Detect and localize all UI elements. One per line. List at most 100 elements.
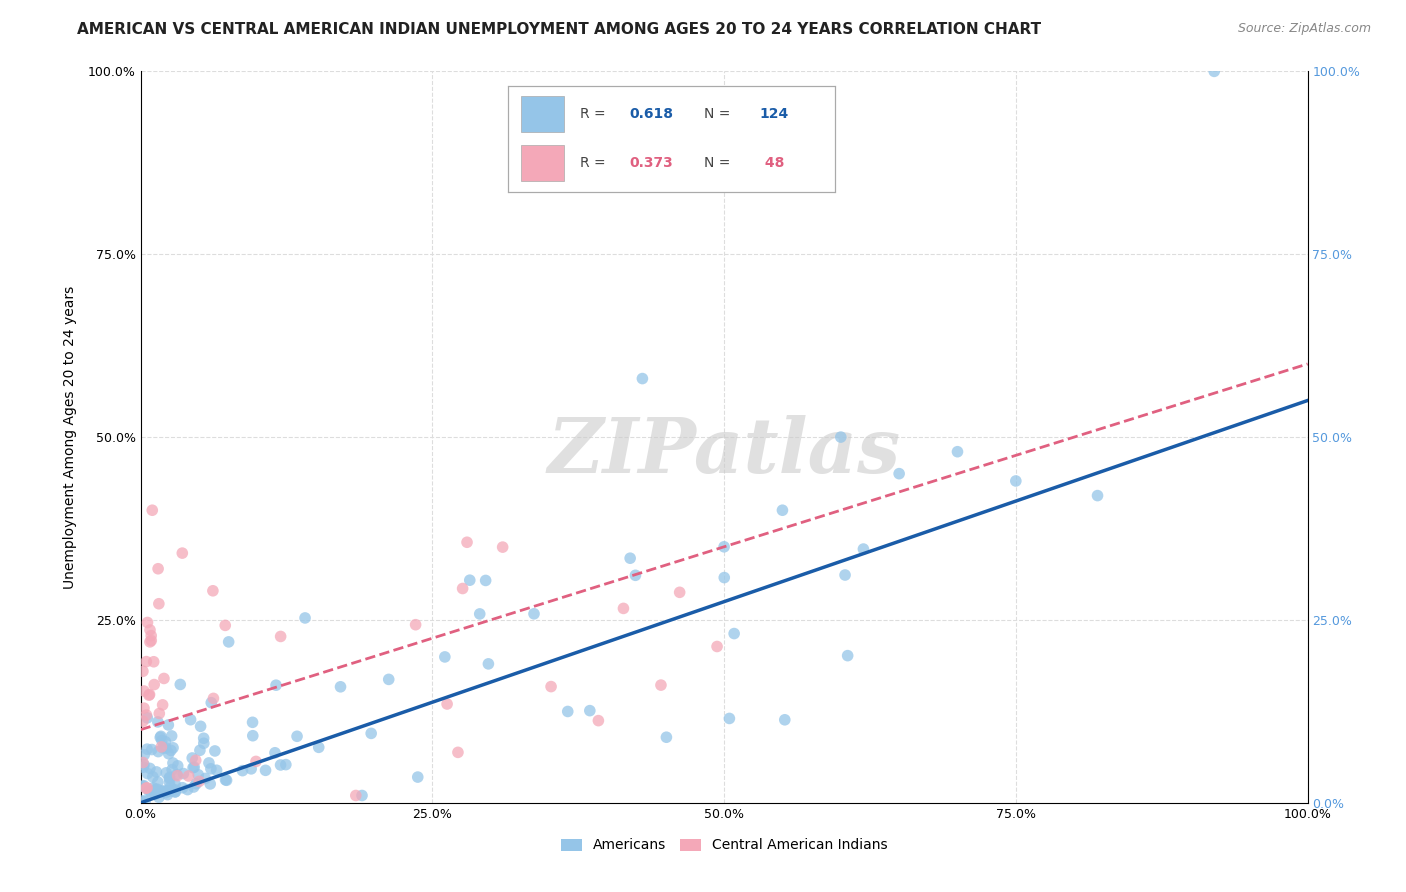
Point: [294, 611, 316, 625]
Point: [329, 680, 352, 694]
Point: [138, 688, 160, 702]
Point: [165, 777, 187, 791]
Point: [142, 655, 165, 669]
Point: [242, 729, 264, 743]
Point: [136, 780, 159, 795]
Point: [132, 758, 155, 772]
Point: [474, 574, 496, 588]
Point: [214, 618, 236, 632]
Point: [477, 657, 499, 671]
Point: [139, 623, 162, 637]
Point: [631, 371, 654, 385]
Point: [180, 713, 202, 727]
Point: [136, 615, 159, 630]
Point: [523, 607, 546, 621]
Point: [619, 551, 641, 566]
Point: [141, 503, 163, 517]
Point: [458, 573, 481, 587]
Point: [150, 784, 173, 798]
Point: [146, 775, 169, 789]
Point: [157, 783, 180, 797]
Point: [612, 601, 634, 615]
Point: [177, 769, 200, 783]
Point: [141, 742, 163, 756]
Point: [344, 789, 367, 803]
Point: [135, 708, 157, 723]
Point: [139, 635, 162, 649]
Point: [270, 630, 292, 644]
Point: [772, 503, 794, 517]
Point: [146, 562, 169, 576]
Point: [146, 714, 169, 729]
Point: [149, 729, 172, 743]
Point: [142, 780, 165, 795]
Point: [160, 743, 183, 757]
Point: [889, 467, 911, 481]
Point: [166, 767, 188, 781]
Point: [270, 758, 292, 772]
Point: [433, 649, 456, 664]
Point: [308, 740, 330, 755]
Point: [579, 704, 602, 718]
Point: [159, 780, 181, 794]
Point: [155, 786, 177, 800]
Point: [377, 673, 399, 687]
Point: [141, 633, 163, 648]
Point: [181, 751, 204, 765]
Point: [135, 781, 157, 796]
Point: [264, 678, 287, 692]
Point: [162, 740, 184, 755]
Point: [231, 764, 253, 778]
Point: [540, 680, 562, 694]
Text: Source: ZipAtlas.com: Source: ZipAtlas.com: [1237, 22, 1371, 36]
Point: [148, 790, 170, 805]
Point: [139, 761, 162, 775]
Point: [194, 772, 217, 786]
Point: [155, 735, 177, 749]
Point: [132, 756, 155, 770]
Point: [852, 542, 875, 557]
Point: [655, 730, 678, 744]
Point: [172, 780, 194, 795]
Point: [264, 746, 287, 760]
Point: [160, 729, 183, 743]
Point: [188, 774, 211, 789]
Point: [713, 571, 735, 585]
Point: [145, 764, 167, 779]
Text: AMERICAN VS CENTRAL AMERICAN INDIAN UNEMPLOYMENT AMONG AGES 20 TO 24 YEARS CORRE: AMERICAN VS CENTRAL AMERICAN INDIAN UNEM…: [77, 22, 1042, 37]
Point: [132, 794, 155, 808]
Point: [149, 731, 172, 745]
Point: [706, 640, 728, 654]
Point: [187, 768, 209, 782]
Point: [159, 784, 181, 798]
Point: [166, 769, 188, 783]
Point: [150, 739, 173, 754]
Point: [240, 762, 263, 776]
Point: [153, 672, 176, 686]
Point: [152, 698, 174, 712]
Point: [155, 741, 177, 756]
Point: [143, 788, 166, 802]
Point: [588, 714, 610, 728]
Point: [198, 756, 221, 770]
Point: [143, 677, 166, 691]
Point: [135, 655, 157, 669]
Point: [1204, 64, 1226, 78]
Point: [165, 785, 187, 799]
Point: [451, 582, 474, 596]
Y-axis label: Unemployment Among Ages 20 to 24 years: Unemployment Among Ages 20 to 24 years: [63, 285, 77, 589]
Point: [713, 540, 735, 554]
Point: [157, 747, 180, 761]
Point: [557, 705, 579, 719]
Point: [156, 788, 179, 802]
Point: [447, 745, 470, 759]
Point: [166, 759, 188, 773]
Point: [405, 617, 427, 632]
Point: [132, 665, 155, 679]
Point: [148, 706, 170, 721]
Legend: Americans, Central American Indians: Americans, Central American Indians: [555, 833, 893, 858]
Point: [254, 764, 277, 778]
Point: [165, 782, 187, 797]
Point: [1005, 474, 1028, 488]
Point: [134, 794, 156, 808]
